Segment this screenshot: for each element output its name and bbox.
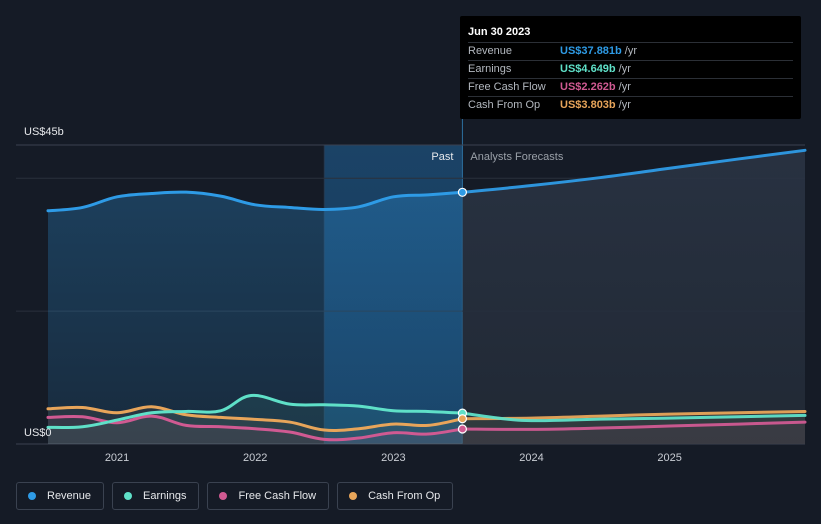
- x-tick-label: 2022: [243, 452, 267, 464]
- tooltip: Jun 30 2023 Revenue US$37.881b /yr Earni…: [460, 16, 801, 119]
- y-tick-label: US$0: [24, 427, 52, 439]
- tooltip-label: Revenue: [468, 45, 513, 57]
- revenue-line: [46, 190, 464, 213]
- tooltip-unit: /yr: [618, 63, 631, 75]
- tooltip-date: Jun 30 2023: [468, 26, 531, 38]
- legend-item-earnings[interactable]: Earnings: [112, 482, 200, 510]
- tooltip-label: Cash From Op: [468, 99, 541, 111]
- free-cash-flow-forecast-area: [462, 422, 805, 444]
- legend-label: Free Cash Flow: [238, 490, 317, 502]
- tooltip-row-earnings: Earnings US$4.649b /yr: [468, 60, 793, 78]
- x-tick-label: 2023: [381, 452, 405, 464]
- legend-label: Cash From Op: [368, 490, 441, 502]
- x-tick-label: 2024: [519, 452, 543, 464]
- legend-item-free-cash-flow[interactable]: Free Cash Flow: [207, 482, 330, 510]
- tooltip-unit: /yr: [618, 99, 631, 111]
- y-tick-label: US$45b: [24, 126, 64, 138]
- x-tick-label: 2025: [657, 452, 681, 464]
- cash-from-op-forecast-line: [460, 409, 807, 421]
- earnings-forecast-line: [460, 411, 807, 423]
- free-cash-flow-marker: [457, 424, 468, 434]
- tooltip-unit: /yr: [618, 81, 631, 93]
- tooltip-row-revenue: Revenue US$37.881b /yr: [468, 42, 793, 60]
- cash-from-op-marker: [457, 414, 468, 424]
- legend-label: Revenue: [47, 490, 92, 502]
- legend-dot-icon: [124, 492, 133, 500]
- x-tick-label: 2021: [105, 452, 129, 464]
- legend-dot-icon: [349, 492, 358, 500]
- tooltip-row-free-cash-flow: Free Cash Flow US$2.262b /yr: [468, 78, 793, 96]
- revenue-marker: [457, 187, 468, 197]
- tooltip-unit: /yr: [624, 45, 637, 57]
- legend-dot-icon: [28, 492, 36, 500]
- revenue-forecast-area: [462, 150, 805, 444]
- tooltip-value: US$4.649b: [560, 63, 616, 75]
- tooltip-value: US$3.803b: [560, 99, 616, 111]
- legend-label: Earnings: [143, 490, 187, 502]
- forecast-label: Analysts Forecasts: [470, 151, 563, 163]
- tooltip-value: US$37.881b: [560, 45, 622, 57]
- legend-item-revenue[interactable]: Revenue: [16, 482, 105, 510]
- past-label: Past: [431, 151, 453, 163]
- revenue-area: [48, 192, 463, 444]
- tooltip-label: Free Cash Flow: [468, 81, 546, 93]
- cash-from-op-line: [46, 405, 464, 432]
- legend-dot-icon: [219, 492, 228, 500]
- earnings-line: [46, 393, 464, 430]
- tooltip-value: US$2.262b: [560, 81, 616, 93]
- tooltip-label: Earnings: [468, 63, 512, 75]
- legend: Revenue Earnings Free Cash Flow Cash Fro…: [16, 482, 454, 510]
- legend-item-cash-from-op[interactable]: Cash From Op: [337, 482, 454, 510]
- tooltip-row-cash-from-op: Cash From Op US$3.803b /yr: [468, 96, 793, 114]
- free-cash-flow-line: [46, 414, 464, 442]
- revenue-forecast-line: [460, 148, 807, 194]
- free-cash-flow-forecast-line: [460, 420, 807, 431]
